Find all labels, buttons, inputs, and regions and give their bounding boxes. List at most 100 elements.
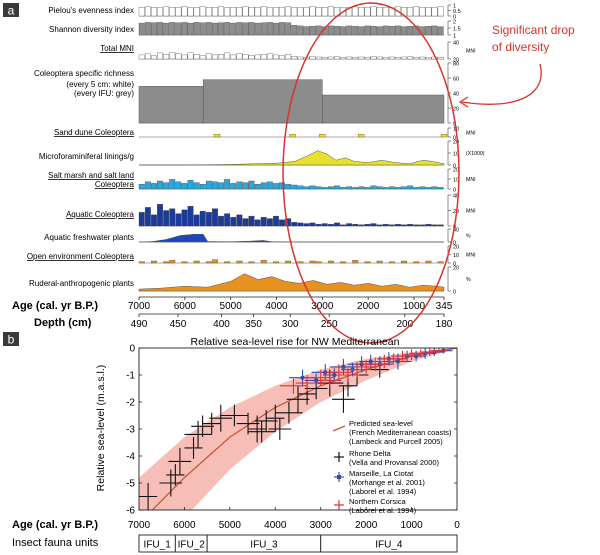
track-7-bar (401, 224, 407, 227)
legend-rhone-2: (Vella and Provansal 2000) (349, 458, 440, 467)
track-1-bar (279, 22, 285, 36)
track-6-bar (138, 184, 145, 190)
track-8: Aquatic freshwater plants 40 0% (44, 228, 471, 247)
track-9-bar (376, 260, 383, 264)
age-tick-label: 345 (436, 301, 453, 312)
track-0-bar (370, 6, 377, 17)
track-2-bar (334, 56, 340, 60)
y-tick-label: -2 (126, 398, 135, 409)
track-scale-label: 20 (453, 266, 459, 272)
track-2-bar (291, 56, 298, 60)
track-0-bar (212, 7, 218, 17)
track-9-bar (401, 260, 407, 264)
track-label-6-0: Salt marsh and salt land (48, 171, 134, 180)
track-7-bar (205, 212, 212, 227)
track-unit-4: MNI (466, 131, 476, 137)
track-7-bar (334, 222, 340, 227)
track-7-bar (273, 215, 279, 227)
track-0-bar (327, 6, 334, 17)
track-0-bar (437, 6, 444, 17)
track-1-bar (340, 26, 346, 36)
track-0-bar (199, 6, 206, 17)
track-2-bar (364, 57, 371, 60)
y-tick-label: -4 (126, 452, 135, 463)
track-0-bar (187, 7, 194, 17)
x-tick-label: 7000 (128, 520, 151, 531)
track-1-bar (364, 25, 371, 36)
track-1-bar (303, 26, 310, 36)
track-2-bar (169, 52, 176, 60)
track-6-bar (334, 185, 340, 190)
track-0-bar (205, 7, 212, 17)
track-scale-label: 10 (453, 152, 459, 158)
y-tick-label: -1 (126, 371, 135, 382)
age-tick-label: 5000 (220, 301, 243, 312)
track-4-point (319, 134, 326, 138)
track-scale-label: 40 (453, 41, 459, 47)
track-2-bar (151, 55, 157, 60)
track-7-bar (175, 213, 182, 227)
track-2-bar (279, 55, 285, 60)
track-4-point (358, 134, 365, 138)
track-scale-label: 10 (453, 178, 459, 184)
track-scale-label: 20 (453, 245, 459, 251)
track-6-bar (364, 187, 371, 190)
track-1-bar (236, 22, 243, 36)
track-7-bar (138, 212, 145, 227)
track-1-bar (242, 22, 249, 36)
age-tick-label: 2000 (357, 301, 380, 312)
track-2-bar (212, 54, 218, 60)
track-3: Coleoptera specific richness (every 5 cm:… (34, 62, 459, 128)
track-scale-label: 20 (453, 58, 459, 64)
track-3-step (138, 86, 204, 124)
track-6-bar (151, 183, 157, 190)
track-9: Open environment Coleoptera 20 10 0 MNI (27, 245, 476, 268)
panel-a-age-axis: 7000 6000 5000 4000 3000 2000 1000 345 (128, 296, 453, 312)
track-0-bar (291, 7, 298, 17)
track-7-bar (285, 218, 292, 227)
track-0-bar (248, 7, 255, 17)
track-2-bar (321, 57, 328, 60)
track-2-bar (376, 56, 383, 60)
track-8-area (138, 233, 444, 243)
track-7-bar (181, 209, 188, 227)
track-7-bar (291, 222, 298, 227)
track-9-bar (273, 261, 279, 264)
track-9-bar (437, 261, 444, 264)
track-label-7: Aquatic Coleoptera (66, 210, 135, 219)
age-tick-label: 1000 (403, 301, 426, 312)
track-scale-label: 0 (453, 241, 456, 247)
track-6-bar (212, 181, 218, 190)
x-tick-label: 6000 (173, 520, 196, 531)
track-9-bar (327, 260, 334, 264)
track-6-bar (315, 186, 322, 190)
track-unit-6: MNI (466, 177, 476, 183)
track-6-bar (175, 181, 182, 190)
panel-a-letter-box (3, 3, 19, 17)
track-0-bar (260, 6, 267, 17)
track-1-bar (297, 25, 304, 36)
track-0-bar (279, 7, 285, 17)
series-1-marker (396, 359, 400, 364)
track-9-bar (236, 260, 243, 264)
track-0-bar (181, 6, 188, 17)
depth-tick-label: 300 (282, 319, 299, 330)
track-7-bar (169, 208, 176, 227)
track-5: Microforaminiferal linings/g 20 10 0 (X1000) (39, 140, 485, 170)
track-0-bar (419, 7, 426, 17)
track-2-bar (199, 55, 206, 60)
track-0-bar (315, 7, 322, 17)
track-2-bar (419, 56, 426, 60)
track-6-bar (309, 185, 316, 190)
track-1-bar (151, 22, 157, 36)
track-10-area (138, 273, 445, 292)
track-1-bar (382, 25, 389, 36)
track-label-6-1: Coleoptera (95, 180, 135, 189)
track-2: Total MNI 40 20 MNI (100, 41, 475, 64)
track-6-bar (266, 181, 273, 190)
track-2-bar (230, 54, 237, 60)
track-7-bar (321, 223, 328, 227)
